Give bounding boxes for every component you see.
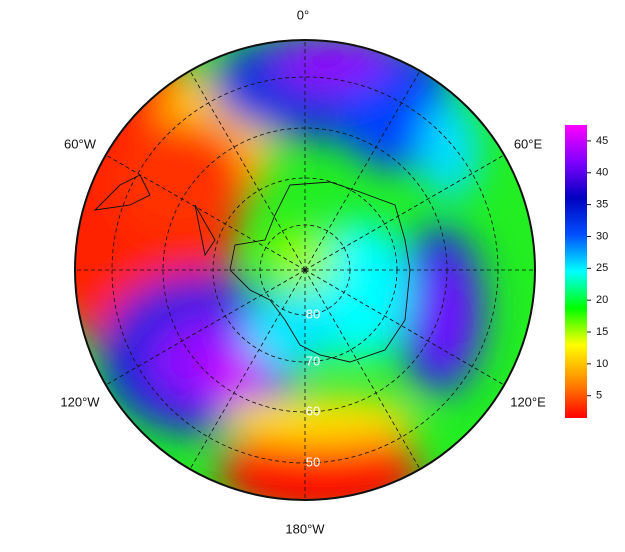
meridian <box>304 269 421 470</box>
south-america-coast <box>93 174 216 257</box>
colorbar-tick-label: 40 <box>596 167 608 179</box>
parallel <box>212 177 398 363</box>
parallel <box>111 76 499 464</box>
antarctica-coast <box>229 181 411 363</box>
latitude-label: 80 <box>306 306 320 321</box>
graticule <box>75 40 535 500</box>
map-border <box>74 39 536 501</box>
colorbar-tick-label: 15 <box>596 326 608 338</box>
longitude-label: 180°W <box>285 521 325 536</box>
longitude-label: 60°E <box>514 136 543 151</box>
meridian <box>304 154 505 271</box>
meridian <box>304 269 505 386</box>
meridian <box>189 269 306 470</box>
colorbar-tick-label: 20 <box>596 294 608 306</box>
longitude-label: 60°W <box>64 136 97 151</box>
meridian <box>105 269 306 386</box>
longitude-label: 120°W <box>60 394 100 409</box>
latitude-label: 60 <box>306 403 320 418</box>
colorbar-tick-label: 35 <box>596 199 608 211</box>
colorbar-tick-label: 30 <box>596 230 608 242</box>
colorbar-tick-label: 5 <box>596 390 602 402</box>
longitude-label: 0° <box>297 7 309 22</box>
colorbar <box>565 125 587 418</box>
field <box>75 40 535 500</box>
colorbar-tick-label: 25 <box>596 262 608 274</box>
colorbar-tick-label: 45 <box>596 135 608 147</box>
meridian <box>105 154 306 271</box>
latitude-label: 50 <box>306 454 320 469</box>
meridian <box>304 70 421 271</box>
parallel <box>259 224 351 316</box>
meridian <box>189 70 306 271</box>
longitude-label: 120°E <box>510 394 546 409</box>
latitude-label: 70 <box>306 353 320 368</box>
colorbar-tick-label: 10 <box>596 358 608 370</box>
parallel <box>162 127 448 413</box>
